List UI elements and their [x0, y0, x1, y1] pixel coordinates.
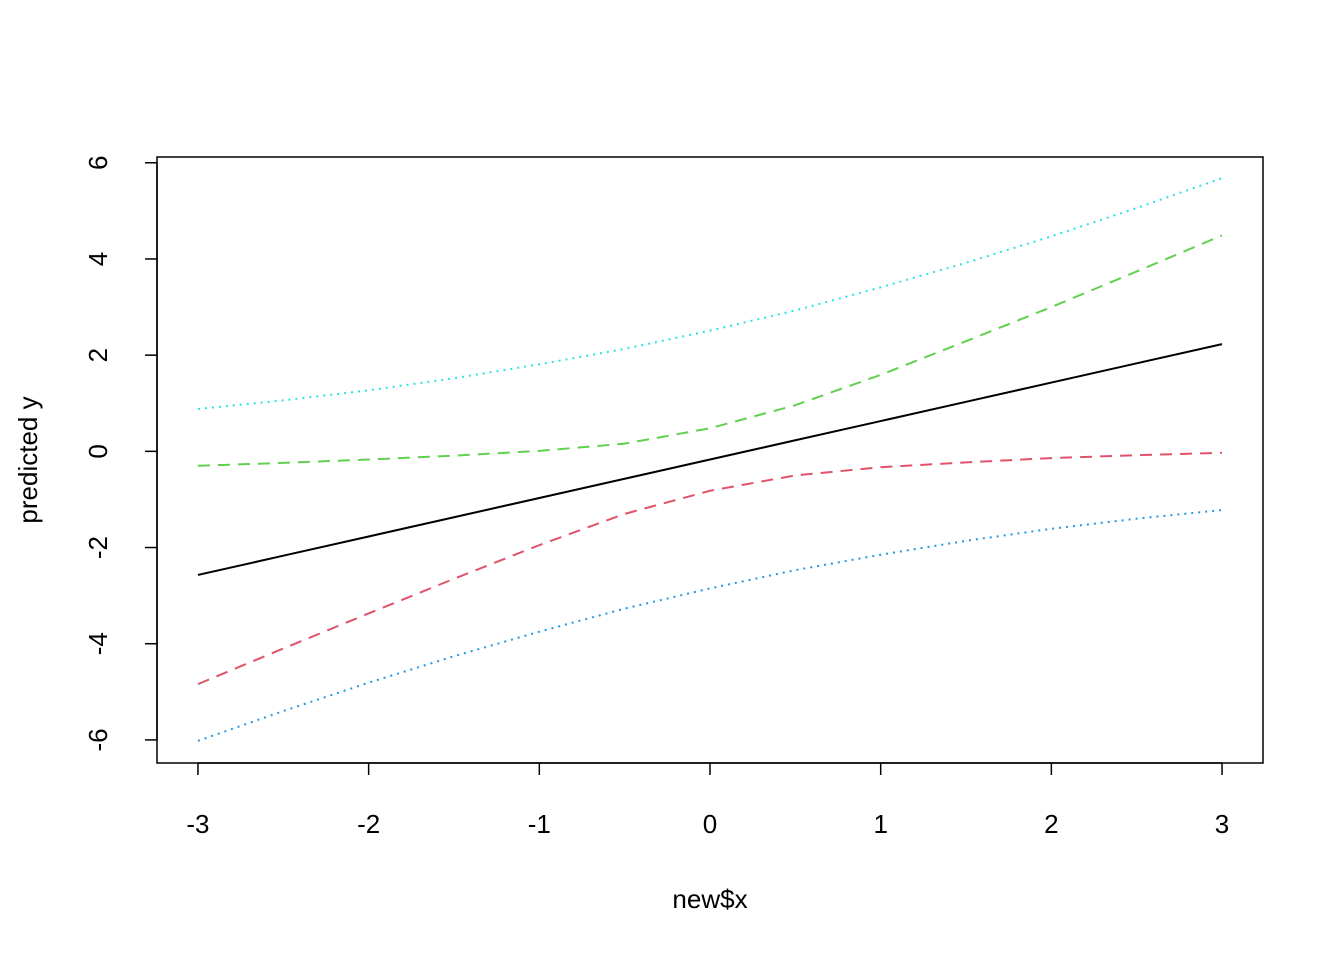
x-tick-label: -2: [357, 809, 380, 839]
x-tick-label: 3: [1215, 809, 1229, 839]
y-tick-label: -6: [83, 728, 113, 751]
y-tick-label: 4: [83, 252, 113, 266]
series-line: [197, 451, 1223, 686]
y-tick-label: 0: [83, 444, 113, 458]
series-line: [197, 509, 1223, 742]
x-axis-title: new$x: [672, 884, 747, 914]
y-tick-label: 2: [83, 348, 113, 362]
x-tick-label: -1: [528, 809, 551, 839]
x-tick-label: -3: [186, 809, 209, 839]
series-line: [197, 177, 1223, 411]
y-tick-label: -4: [83, 632, 113, 655]
y-axis-title: predicted y: [13, 396, 43, 523]
x-tick-label: 1: [873, 809, 887, 839]
y-tick-label: 6: [83, 156, 113, 170]
series-line: [197, 234, 1223, 467]
y-tick-label: -2: [83, 536, 113, 559]
x-tick-label: 0: [703, 809, 717, 839]
series-line: [197, 343, 1223, 576]
x-tick-label: 2: [1044, 809, 1058, 839]
